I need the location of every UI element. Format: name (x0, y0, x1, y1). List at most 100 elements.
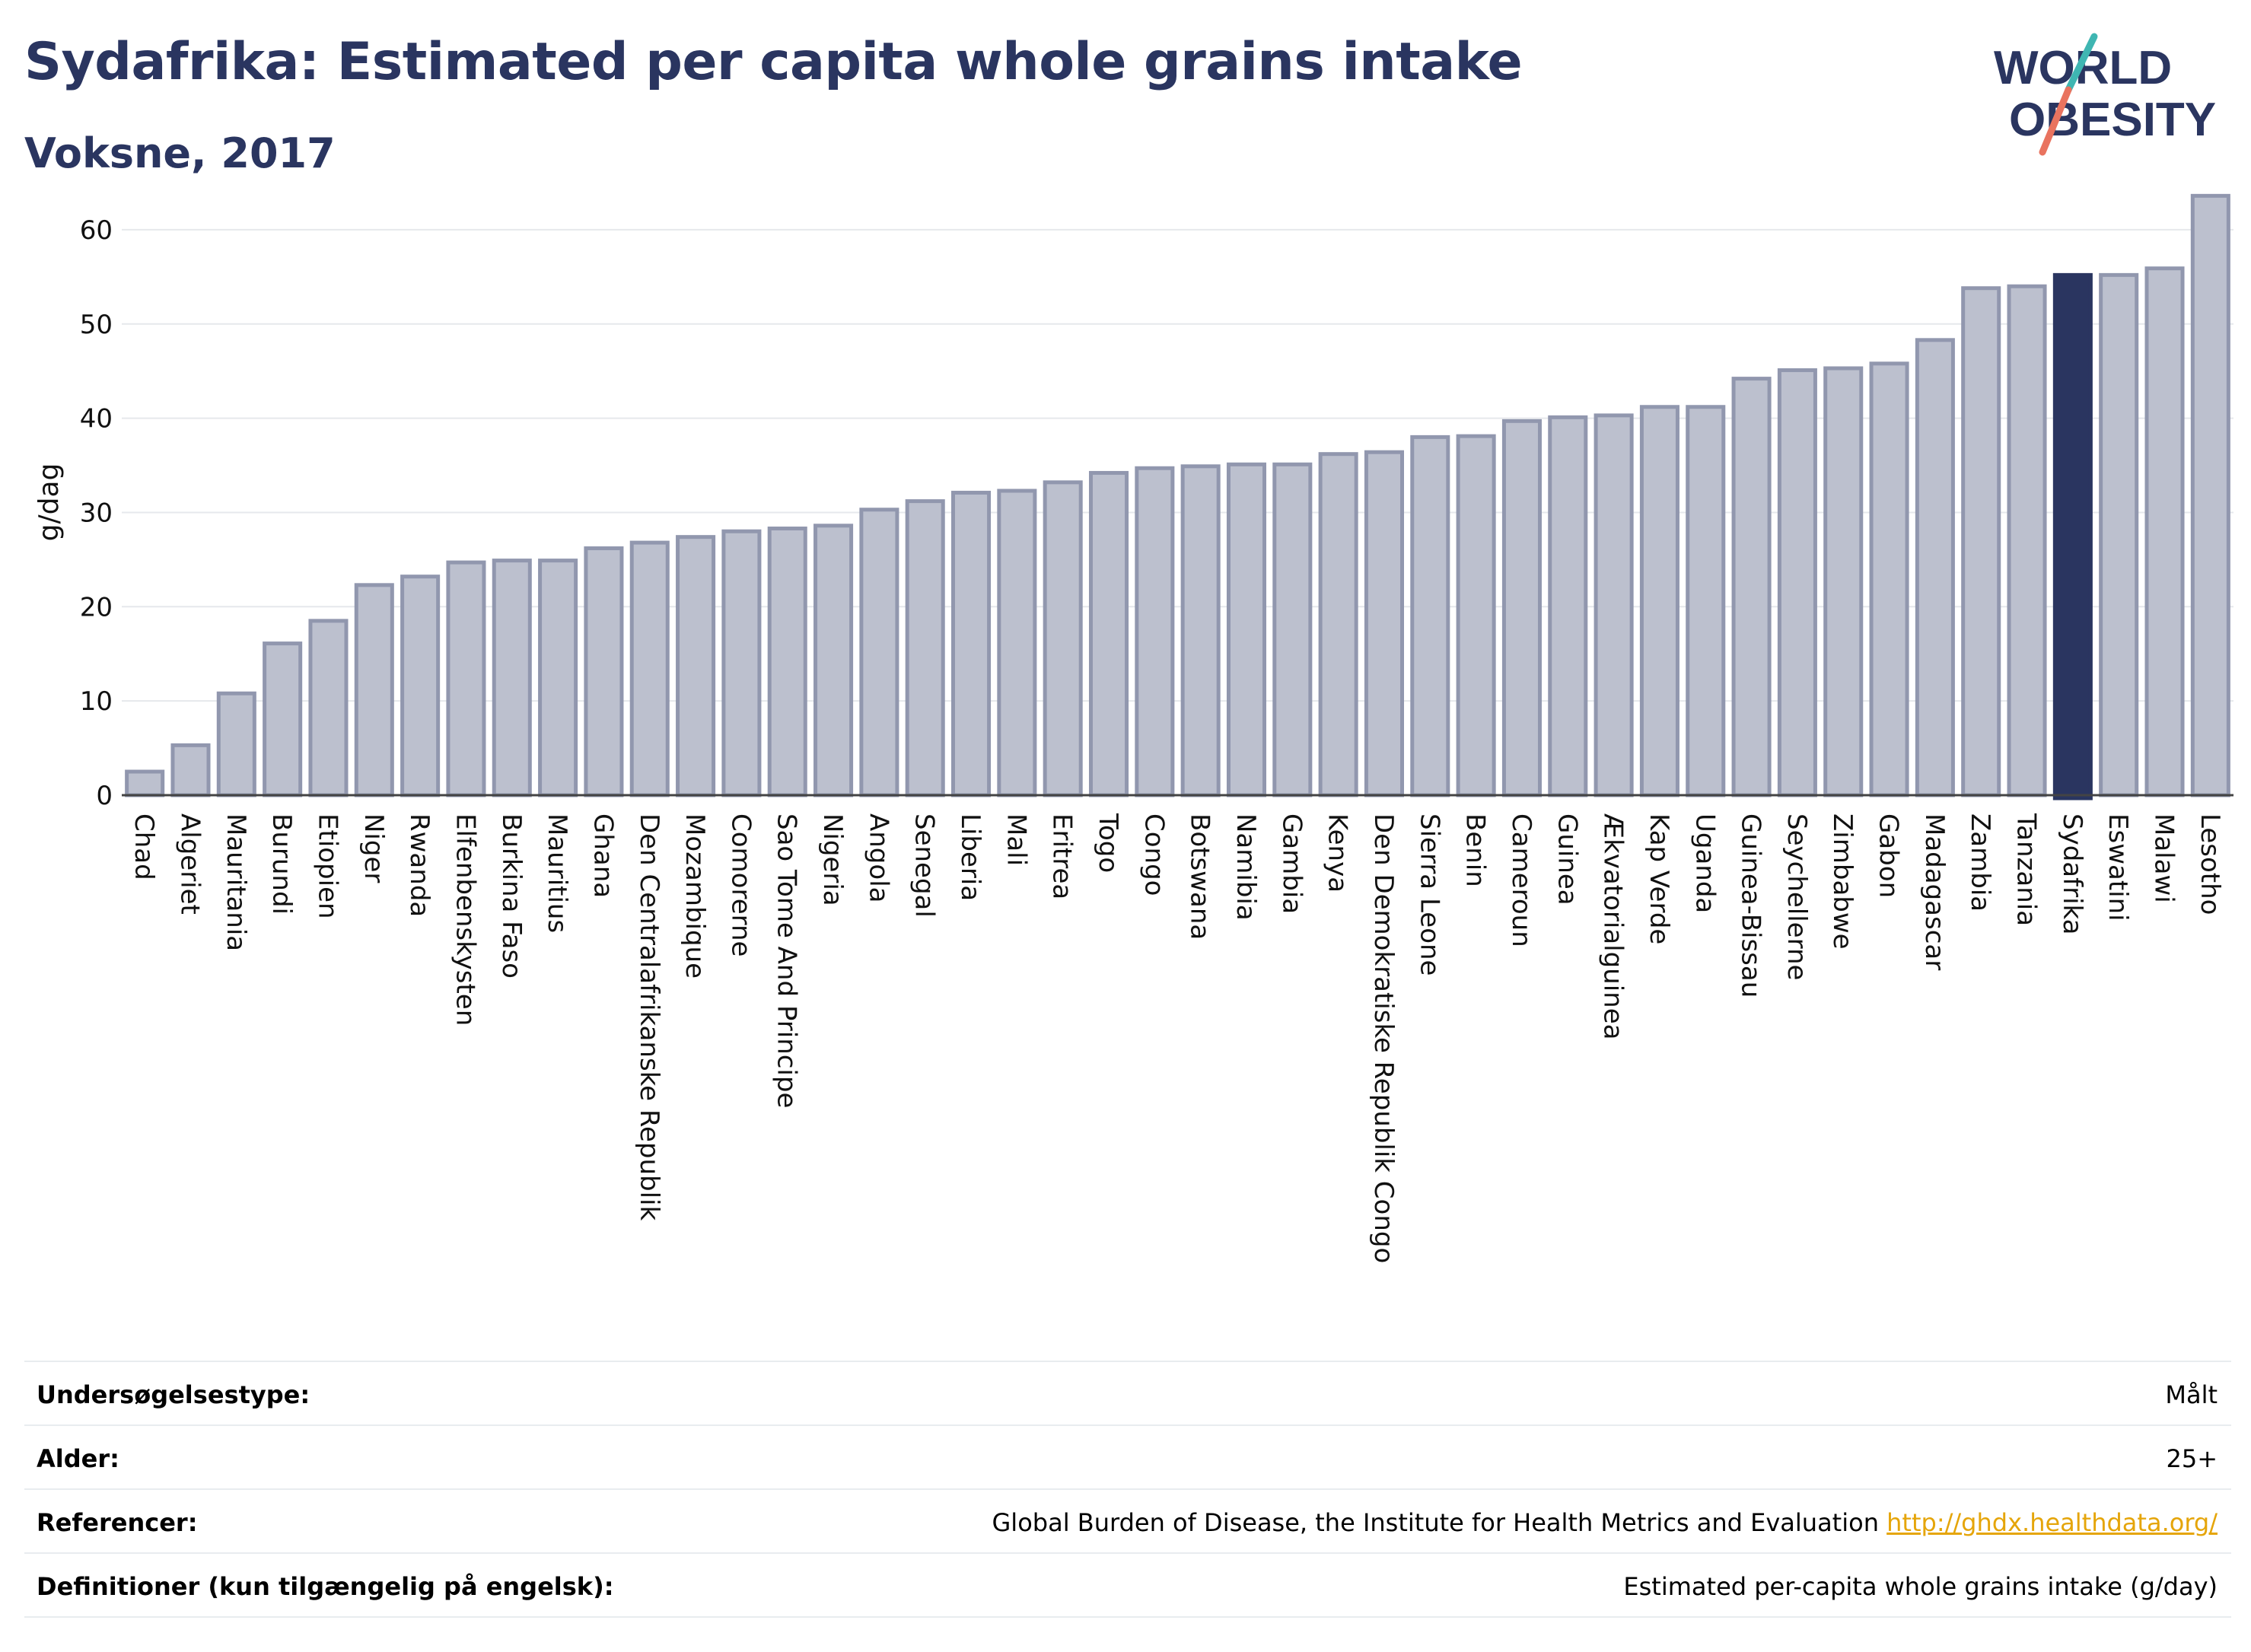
bar[interactable] (1869, 361, 1909, 797)
bar[interactable] (767, 527, 807, 797)
x-tick-label: Nigeria (817, 813, 848, 906)
x-tick-label: Algeriet (174, 813, 205, 915)
bar[interactable] (538, 559, 578, 797)
bar[interactable] (1135, 466, 1175, 797)
x-tick-label: Benin (1460, 813, 1491, 887)
x-tick-label: Cameroun (1506, 813, 1536, 947)
x-tick-label: Mozambique (680, 813, 710, 979)
x-tick-label: Ghana (587, 813, 618, 898)
bar[interactable] (1501, 419, 1542, 797)
info-row-age: Alder: 25+ (24, 1424, 2231, 1488)
bar[interactable] (1731, 377, 1772, 797)
x-tick-label: Burundi (266, 813, 297, 915)
bar[interactable] (1961, 286, 2001, 797)
x-tick-label: Ækvatorialguinea (1598, 813, 1629, 1039)
bar[interactable] (2099, 272, 2139, 797)
info-row-survey-type: Undersøgelsestype: Målt (24, 1361, 2231, 1424)
bar-highlight[interactable] (2052, 272, 2093, 801)
x-tick-label: Congo (1138, 813, 1169, 896)
bar[interactable] (2007, 284, 2047, 797)
bar[interactable] (813, 524, 854, 797)
bar[interactable] (1456, 434, 1496, 797)
age-value: 25+ (2166, 1444, 2218, 1473)
bar[interactable] (2144, 266, 2185, 797)
references-label: Referencer: (37, 1508, 198, 1537)
x-tick-label: Rwanda (404, 813, 435, 917)
bar[interactable] (1043, 480, 1083, 797)
info-table: Undersøgelsestype: Målt Alder: 25+ Refer… (24, 1361, 2231, 1618)
bar[interactable] (2190, 193, 2230, 797)
survey-type-label: Undersøgelsestype: (37, 1380, 310, 1409)
bar[interactable] (676, 535, 716, 797)
x-tick-label: Lesotho (2195, 813, 2225, 915)
bar[interactable] (1272, 462, 1313, 797)
definitions-value: Estimated per-capita whole grains intake… (1623, 1572, 2218, 1601)
x-tick-label: Botswana (1185, 813, 1215, 940)
bar[interactable] (125, 769, 165, 797)
bar[interactable] (951, 490, 992, 797)
bar[interactable] (1686, 405, 1726, 797)
bar[interactable] (1548, 415, 1588, 797)
x-tick-label: Tanzania (2011, 813, 2042, 926)
x-tick-label: Comorerne (725, 813, 756, 957)
x-tick-label: Senegal (909, 813, 940, 918)
references-text: Global Burden of Disease, the Institute … (992, 1508, 1879, 1537)
bar[interactable] (1088, 470, 1129, 797)
bar[interactable] (1639, 405, 1679, 797)
info-row-definitions: Definitioner (kun tilgængelig på engelsk… (24, 1552, 2231, 1618)
bar[interactable] (629, 540, 670, 797)
bar[interactable] (1226, 462, 1267, 797)
bar[interactable] (1410, 434, 1450, 797)
references-link[interactable]: http://ghdx.healthdata.org/ (1886, 1508, 2218, 1537)
bar[interactable] (1594, 413, 1634, 797)
x-tick-label: Mauritius (542, 813, 572, 933)
x-tick-label: Sierra Leone (1414, 813, 1444, 976)
info-row-references: Referencer: Global Burden of Disease, th… (24, 1488, 2231, 1552)
bar[interactable] (1777, 368, 1817, 797)
x-tick-label: Sao Tome And Principe (772, 813, 802, 1108)
chart-title: Sydafrika: Estimated per capita whole gr… (24, 32, 1523, 92)
bar[interactable] (492, 559, 532, 797)
x-tick-label: Eswatini (2103, 813, 2133, 921)
x-tick-label: Gambia (1276, 813, 1307, 914)
logo-coral-slash (2039, 86, 2072, 156)
age-label: Alder: (37, 1444, 119, 1473)
x-tick-label: Gabon (1874, 813, 1904, 898)
x-tick-label: Kenya (1323, 813, 1353, 893)
bar[interactable] (1915, 338, 1955, 797)
bar[interactable] (584, 546, 624, 797)
x-tick-label: Elfenbenskysten (450, 813, 480, 1026)
references-value: Global Burden of Disease, the Institute … (992, 1508, 2218, 1537)
x-tick-label: Uganda (1689, 813, 1720, 913)
bar[interactable] (308, 619, 349, 797)
bar[interactable] (905, 499, 945, 797)
x-tick-label: Angola (863, 813, 893, 902)
x-tick-label: Chad (129, 813, 159, 880)
bar[interactable] (859, 508, 899, 797)
bar-chart: 0 10 20 30 40 50 60 Chad Algeriet Mauritania Burun… (33, 193, 2233, 1263)
x-tick-label: Malawi (2149, 813, 2179, 903)
x-tick-label: Niger (358, 813, 389, 883)
x-tick-label: Namibia (1231, 813, 1261, 921)
world-obesity-logo: WORLD OBESITY (1994, 33, 2216, 156)
bar[interactable] (721, 529, 762, 797)
x-tick-label: Zambia (1965, 813, 1995, 912)
y-tick-label: 20 (80, 592, 113, 622)
bar[interactable] (1364, 450, 1404, 797)
bar[interactable] (1318, 452, 1358, 797)
bar[interactable] (170, 743, 211, 797)
bar[interactable] (216, 691, 256, 797)
chart-subtitle: Voksne, 2017 (24, 129, 336, 177)
logo-line-1: WORLD (1994, 42, 2172, 94)
x-tick-label: Mauritania (221, 813, 251, 951)
bar[interactable] (354, 583, 394, 797)
bar[interactable] (400, 575, 441, 797)
bar[interactable] (1823, 366, 1864, 797)
bar[interactable] (1180, 464, 1221, 797)
bar[interactable] (263, 641, 303, 797)
y-tick-label: 60 (80, 215, 113, 246)
definitions-label: Definitioner (kun tilgængelig på engelsk… (37, 1572, 614, 1601)
bar[interactable] (446, 560, 486, 797)
x-tick-label: Den Demokratiske Republik Congo (1368, 813, 1399, 1263)
bar[interactable] (997, 489, 1037, 797)
